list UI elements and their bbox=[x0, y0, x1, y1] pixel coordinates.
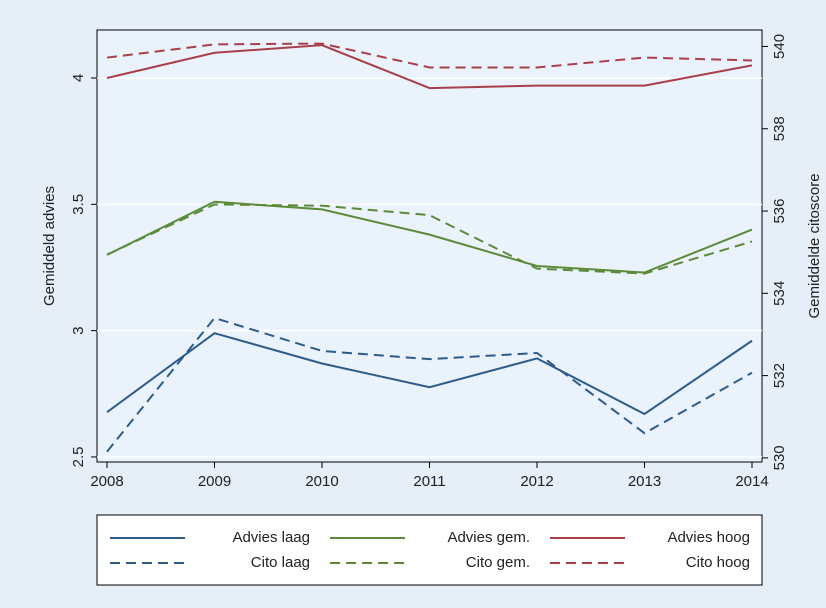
y2-tick-label: 532 bbox=[771, 363, 788, 388]
plot-area bbox=[96, 29, 763, 463]
x-tick-label: 2011 bbox=[413, 473, 445, 490]
y2-tick-label: 534 bbox=[771, 281, 788, 306]
legend-label: Cito laag bbox=[251, 554, 310, 571]
legend-label: Cito hoog bbox=[686, 554, 750, 571]
series-line bbox=[106, 316, 753, 453]
y2-tick-label: 538 bbox=[771, 116, 788, 141]
y2-tick-label: 530 bbox=[771, 445, 788, 470]
legend-label: Advies hoog bbox=[667, 529, 750, 546]
y-axis-title: Gemiddeld advies bbox=[41, 186, 58, 306]
x-tick-label: 2013 bbox=[628, 473, 661, 490]
x-tick-label: 2009 bbox=[198, 473, 231, 490]
y2-tick-label: 540 bbox=[771, 34, 788, 59]
legend-label: Advies laag bbox=[232, 529, 310, 546]
x-tick-label: 2012 bbox=[520, 473, 553, 490]
legend-label: Advies gem. bbox=[447, 529, 530, 546]
series-line bbox=[106, 42, 753, 69]
y2-axis-title: Gemiddelde citoscore bbox=[806, 173, 823, 318]
y-tick-label: 3 bbox=[70, 326, 87, 334]
series-line bbox=[106, 44, 753, 90]
y2-tick-label: 536 bbox=[771, 199, 788, 224]
legend bbox=[96, 514, 763, 586]
x-tick-label: 2010 bbox=[305, 473, 338, 490]
x-tick-label: 2008 bbox=[90, 473, 123, 490]
series-line bbox=[106, 332, 753, 416]
x-tick-label: 2014 bbox=[735, 473, 768, 490]
y-tick-label: 4 bbox=[70, 74, 87, 82]
y-tick-label: 3.5 bbox=[70, 194, 87, 215]
series-line bbox=[106, 203, 753, 275]
y-tick-label: 2.5 bbox=[70, 447, 87, 468]
legend-label: Cito gem. bbox=[466, 554, 530, 571]
